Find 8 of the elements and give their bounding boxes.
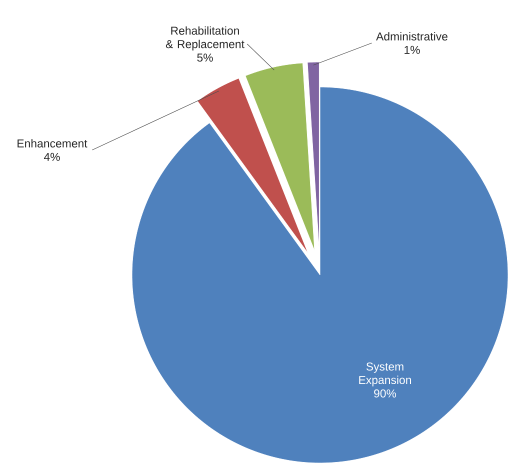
slice-label: Rehabilitation & Replacement [166, 26, 244, 50]
data-label: 5% [197, 54, 213, 62]
slice-label: Enhancement [18, 139, 88, 148]
data-label: 90% [374, 389, 396, 398]
slice-label: Administrative [376, 32, 448, 40]
data-label: 1% [404, 46, 420, 54]
slice-label: System Expansion [359, 362, 411, 386]
data-label: 4% [44, 152, 60, 161]
